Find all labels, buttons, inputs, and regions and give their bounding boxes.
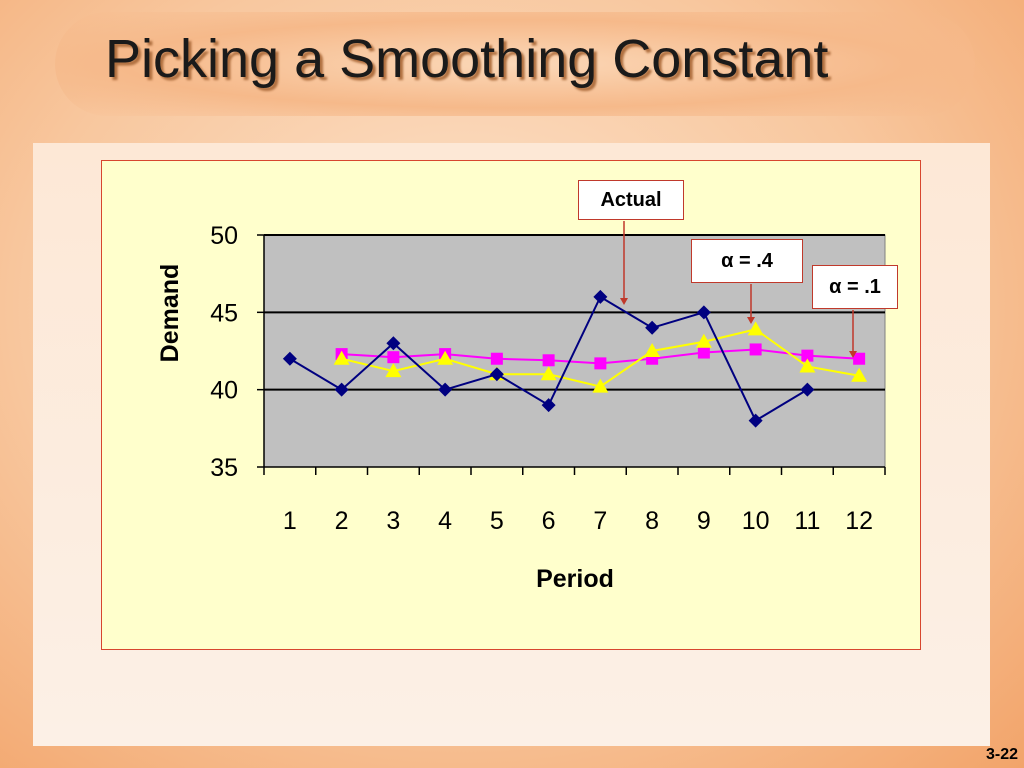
title-band bbox=[55, 12, 975, 116]
data-point bbox=[749, 343, 762, 356]
data-point bbox=[645, 320, 660, 335]
data-point bbox=[387, 351, 400, 364]
y-tick-label: 45 bbox=[210, 299, 238, 327]
y-axis-label: Demand bbox=[156, 264, 184, 363]
data-point bbox=[696, 305, 711, 320]
data-point bbox=[437, 350, 454, 365]
x-tick-label: 3 bbox=[386, 507, 400, 535]
data-point bbox=[747, 321, 764, 336]
data-point bbox=[489, 367, 504, 382]
data-point bbox=[592, 378, 609, 393]
callout-alpha-04: α = .4 bbox=[691, 239, 803, 283]
chart-container: 35 40 45 50 1 2 3 4 5 6 7 8 9 10 11 12 Period Demand bbox=[101, 160, 921, 650]
data-point bbox=[594, 357, 607, 370]
data-point bbox=[386, 336, 401, 351]
data-point bbox=[801, 349, 814, 362]
x-tick-label: 1 bbox=[283, 507, 297, 535]
data-point bbox=[333, 350, 350, 365]
data-point bbox=[541, 398, 556, 413]
data-point bbox=[438, 382, 453, 397]
callout-alpha-01: α = .1 bbox=[812, 265, 898, 309]
data-point bbox=[799, 358, 816, 373]
x-tick-label: 12 bbox=[845, 507, 873, 535]
data-point bbox=[644, 343, 661, 357]
y-tick-label: 35 bbox=[210, 454, 238, 482]
x-tick-label: 6 bbox=[542, 507, 556, 535]
series-diamond bbox=[282, 289, 815, 428]
arrow-alpha-01-head bbox=[849, 351, 857, 358]
y-tick-label: 50 bbox=[210, 222, 238, 250]
x-tick-label: 9 bbox=[697, 507, 711, 535]
x-tick-label: 10 bbox=[742, 507, 770, 535]
data-point bbox=[851, 367, 868, 382]
x-tick-label: 4 bbox=[438, 507, 452, 535]
slide-title: Picking a Smoothing Constant bbox=[105, 29, 829, 89]
data-point bbox=[593, 289, 608, 304]
slide-number: 3-22 bbox=[985, 746, 1018, 763]
x-axis-label: Period bbox=[536, 565, 614, 593]
data-point bbox=[334, 382, 349, 397]
data-point bbox=[540, 366, 557, 381]
data-point bbox=[490, 352, 503, 365]
data-point bbox=[748, 413, 763, 428]
x-tick-label: 11 bbox=[794, 507, 820, 535]
x-tick-label: 8 bbox=[645, 507, 659, 535]
data-point bbox=[800, 382, 815, 397]
data-point bbox=[853, 352, 866, 365]
data-point bbox=[282, 351, 297, 366]
callout-actual: Actual bbox=[578, 180, 684, 220]
arrow-alpha-04-head bbox=[747, 317, 755, 324]
x-tick-label: 5 bbox=[490, 507, 504, 535]
arrow-actual-head bbox=[620, 298, 628, 305]
data-point bbox=[697, 346, 710, 359]
y-tick-label: 40 bbox=[210, 377, 238, 405]
data-point bbox=[385, 363, 402, 378]
data-point bbox=[695, 333, 712, 348]
x-tick-label: 2 bbox=[335, 507, 349, 535]
data-point bbox=[542, 354, 555, 367]
x-tick-label: 7 bbox=[593, 507, 607, 535]
